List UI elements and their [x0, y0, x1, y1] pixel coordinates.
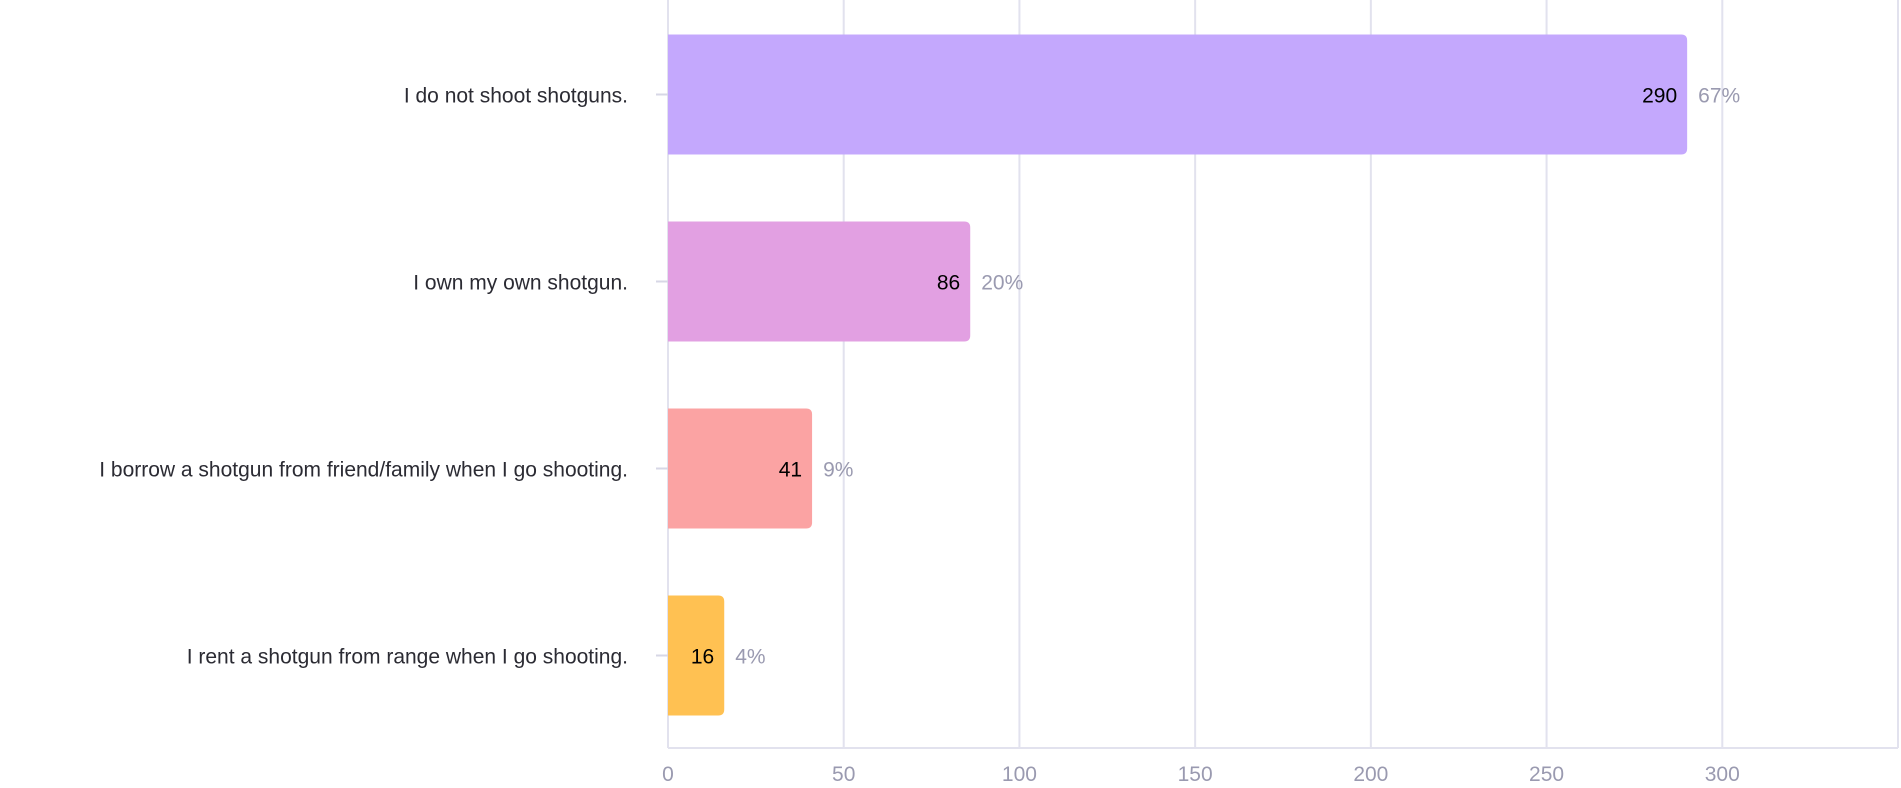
percent-label: 20% [981, 272, 1023, 295]
category-label: I own my own shotgun. [413, 272, 628, 295]
x-tick-label: 0 [662, 763, 674, 786]
value-label: 16 [691, 646, 714, 669]
category-label: I do not shoot shotguns. [404, 85, 628, 108]
value-label: 290 [1642, 85, 1677, 108]
x-tick-label: 250 [1529, 763, 1564, 786]
x-axis-ticks: 0 50 100 150 200 250 300 [662, 763, 1740, 786]
bar [668, 408, 813, 529]
x-tick-label: 200 [1353, 763, 1388, 786]
value-label: 86 [937, 272, 960, 295]
x-tick-label: 100 [1002, 763, 1037, 786]
x-tick-label: 300 [1705, 763, 1740, 786]
category-label: I rent a shotgun from range when I go sh… [187, 646, 628, 669]
bar [668, 221, 971, 342]
bar [668, 595, 725, 716]
bars: 290 67% 86 20% 41 9% 16 4% [668, 34, 1740, 716]
percent-label: 4% [735, 646, 765, 669]
category-labels: I do not shoot shotguns. I own my own sho… [99, 85, 668, 669]
x-tick-label: 50 [832, 763, 855, 786]
value-label: 41 [779, 459, 802, 482]
percent-label: 67% [1698, 85, 1740, 108]
percent-label: 9% [823, 459, 853, 482]
category-label: I borrow a shotgun from friend/family wh… [99, 459, 628, 482]
x-tick-label: 150 [1178, 763, 1213, 786]
bar [668, 34, 1688, 155]
